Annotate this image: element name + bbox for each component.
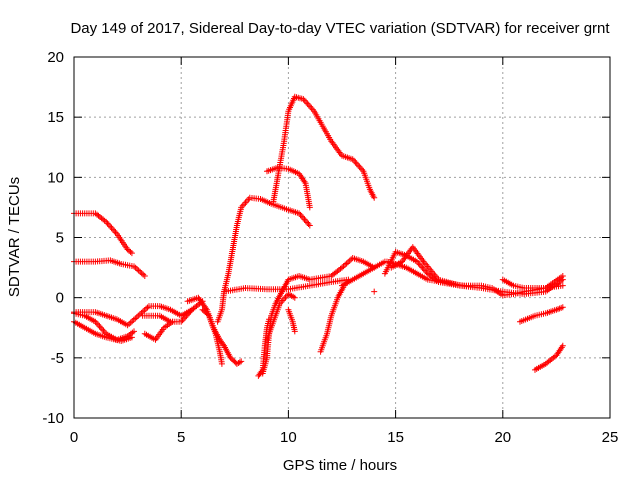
x-tick-label: 5 <box>177 429 185 446</box>
y-tick-label: 15 <box>47 109 64 126</box>
x-axis-label: GPS time / hours <box>283 457 397 474</box>
marker-trace <box>141 318 176 343</box>
marker-trace <box>285 306 298 335</box>
marker-trace <box>532 342 566 373</box>
series-track-r <box>317 282 348 355</box>
series-track-z <box>532 342 566 373</box>
marker-trace <box>371 288 378 295</box>
series-track-i <box>199 306 245 367</box>
series-track-s <box>339 258 388 289</box>
marker-trace <box>517 304 566 325</box>
chart-title: Day 149 of 2017, Sidereal Day-to-day VTE… <box>70 20 610 37</box>
series-track-t <box>371 288 378 295</box>
axis-ticks: 0 5 10 15 20 25 -10 -5 0 5 10 15 20 <box>42 49 618 446</box>
grid-lines <box>74 57 610 418</box>
series-track-w <box>384 258 474 290</box>
y-tick-label: 5 <box>56 230 64 247</box>
marker-trace <box>270 93 378 205</box>
x-tick-label: 0 <box>70 429 78 446</box>
y-tick-label: 0 <box>56 290 64 307</box>
series-track-n <box>255 316 273 379</box>
marker-trace <box>255 316 273 379</box>
series-track-f <box>141 318 176 343</box>
series-track-g <box>139 306 195 325</box>
y-tick-label: -10 <box>42 410 64 427</box>
series-track-p <box>270 93 378 205</box>
y-axis-label: SDTVAR / TECUs <box>6 177 23 297</box>
series-track-x <box>499 273 566 291</box>
marker-trace <box>339 258 388 289</box>
marker-trace <box>214 194 313 325</box>
x-tick-label: 10 <box>280 429 297 446</box>
series-track-o <box>264 164 313 211</box>
x-tick-label: 20 <box>494 429 511 446</box>
series-track-q <box>285 306 298 335</box>
x-tick-label: 25 <box>602 429 619 446</box>
series-track-j <box>214 194 313 325</box>
marker-trace <box>199 306 245 367</box>
series-track-y <box>517 304 566 325</box>
marker-trace <box>384 258 474 290</box>
marker-trace <box>139 306 195 325</box>
y-tick-label: -5 <box>51 350 64 367</box>
marker-trace <box>221 276 352 295</box>
data-tracks <box>71 93 566 379</box>
marker-trace <box>317 282 348 355</box>
series-track-k <box>221 276 352 295</box>
x-tick-label: 15 <box>387 429 404 446</box>
marker-trace <box>499 273 566 291</box>
y-tick-label: 20 <box>47 49 64 66</box>
marker-trace <box>264 164 313 211</box>
y-tick-label: 10 <box>47 169 64 186</box>
